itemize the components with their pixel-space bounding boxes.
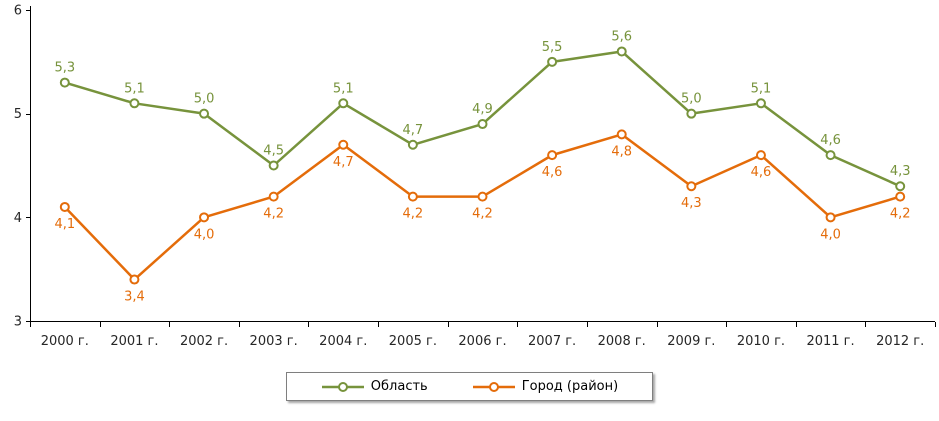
gorod-line-marker-icon [472,381,515,392]
svg-text:4,1: 4,1 [54,217,75,232]
svg-text:5,5: 5,5 [542,40,563,55]
svg-text:2008 г.: 2008 г. [598,334,646,349]
svg-text:5,0: 5,0 [194,92,215,107]
svg-text:3: 3 [14,315,22,330]
svg-text:4,2: 4,2 [263,207,284,222]
svg-text:2003 г.: 2003 г. [250,334,298,349]
svg-text:2006 г.: 2006 г. [458,334,506,349]
svg-text:4,0: 4,0 [820,227,841,242]
svg-text:5,1: 5,1 [124,81,145,96]
svg-text:4: 4 [14,211,22,226]
svg-text:4,2: 4,2 [403,207,424,222]
svg-text:2001 г.: 2001 г. [110,334,158,349]
svg-text:4,2: 4,2 [890,207,911,222]
svg-text:4,5: 4,5 [263,144,284,159]
svg-text:4,6: 4,6 [751,165,772,180]
svg-text:4,3: 4,3 [890,164,911,179]
svg-text:5,0: 5,0 [681,92,702,107]
svg-text:2012 г.: 2012 г. [876,334,924,349]
svg-text:2005 г.: 2005 г. [389,334,437,349]
svg-text:2002 г.: 2002 г. [180,334,228,349]
svg-text:2009 г.: 2009 г. [667,334,715,349]
svg-text:5,1: 5,1 [751,81,772,96]
chart-legend: Область Город (район) [0,372,939,401]
svg-text:4,2: 4,2 [472,207,493,222]
legend-label-oblast: Область [370,379,428,394]
svg-text:4,0: 4,0 [194,227,215,242]
svg-text:5,1: 5,1 [333,81,354,96]
plot-area: 3 4 5 6 2000 г. 2001 г. 2002 г. 2003 г. 2004 г. 2… [14,4,936,349]
svg-text:4,8: 4,8 [611,144,632,159]
svg-text:3,4: 3,4 [124,290,145,305]
svg-text:5,6: 5,6 [611,29,632,44]
legend-item-oblast: Область [321,379,428,394]
svg-text:4,7: 4,7 [403,123,424,138]
svg-text:2004 г.: 2004 г. [319,334,367,349]
legend-box: Область Город (район) [285,372,654,401]
svg-text:4,6: 4,6 [820,133,841,148]
legend-item-gorod: Город (район) [472,379,618,394]
svg-text:6: 6 [14,4,22,19]
svg-text:2000 г.: 2000 г. [41,334,89,349]
svg-text:4,6: 4,6 [542,165,563,180]
svg-text:4,7: 4,7 [333,155,354,170]
svg-text:4,3: 4,3 [681,196,702,211]
oblast-line-marker-icon [321,381,364,392]
svg-text:2011 г.: 2011 г. [806,334,854,349]
svg-text:2007 г.: 2007 г. [528,334,576,349]
svg-text:4,9: 4,9 [472,102,493,117]
svg-text:5: 5 [14,107,22,122]
svg-text:5,3: 5,3 [54,61,75,76]
legend-label-gorod: Город (район) [521,379,619,394]
svg-text:2010 г.: 2010 г. [737,334,785,349]
